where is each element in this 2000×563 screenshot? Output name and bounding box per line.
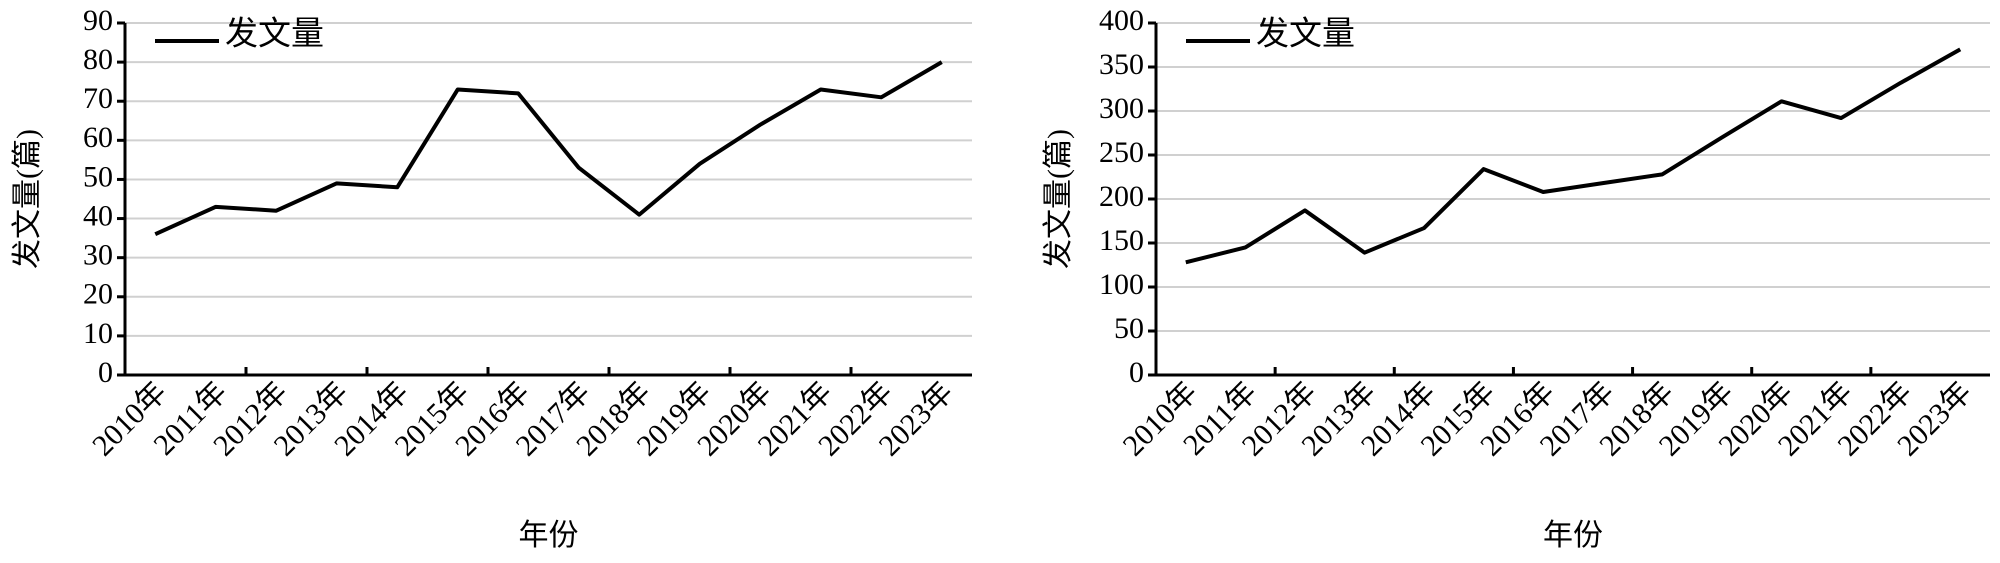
y-tick-label: 30 [83,239,113,272]
y-tick-label: 90 [83,4,113,37]
y-tick-label: 50 [83,160,113,193]
y-tick-label: 40 [83,199,113,232]
y-tick-label: 200 [1099,180,1144,213]
y-tick-label: 350 [1099,48,1144,81]
y-tick-label: 50 [1114,312,1144,345]
y-tick-label: 250 [1099,136,1144,169]
y-axis-label: 发文量(篇) [11,129,44,269]
y-tick-label: 100 [1099,268,1144,301]
x-axis-label: 年份 [519,519,579,552]
y-axis-label: 发文量(篇) [1042,129,1075,269]
legend-label: 发文量 [1256,16,1355,53]
y-tick-label: 0 [98,356,113,389]
y-tick-label: 150 [1099,224,1144,257]
y-tick-label: 60 [83,121,113,154]
y-tick-label: 400 [1099,4,1144,37]
y-tick-label: 70 [83,82,113,115]
y-tick-label: 20 [83,278,113,311]
x-axis-label: 年份 [1543,519,1603,552]
y-tick-label: 80 [83,43,113,76]
line [154,60,943,237]
y-tick-label: 0 [1129,356,1144,389]
legend-label: 发文量 [225,16,324,53]
y-tick-label: 10 [83,317,113,350]
y-tick-label: 300 [1099,92,1144,125]
line [1185,47,1962,265]
